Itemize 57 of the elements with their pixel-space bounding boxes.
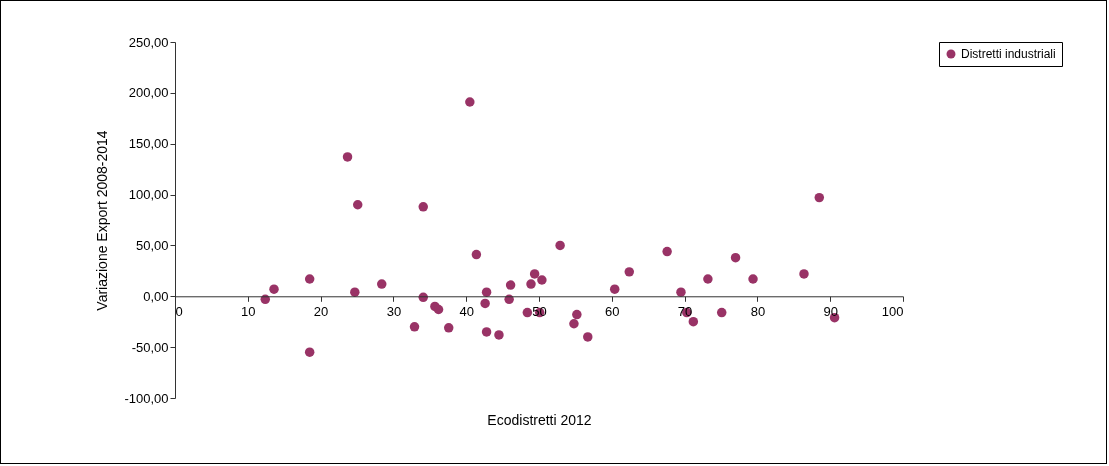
point (676, 287, 686, 297)
y-tick-label: 150,00 (128, 136, 169, 152)
point (471, 249, 482, 260)
point (526, 279, 536, 289)
y-tick-label: 200,00 (128, 85, 169, 101)
point (465, 97, 475, 107)
point (481, 327, 492, 337)
x-tick-label: 60 (605, 303, 620, 319)
x-tick-label: 80 (750, 303, 766, 319)
point (494, 330, 504, 340)
point (481, 287, 492, 297)
point (814, 192, 825, 203)
point (409, 322, 420, 332)
point (609, 284, 620, 294)
point (748, 274, 758, 284)
point (352, 200, 363, 210)
y-axis-title: Variazione Export 2008-2014 (94, 130, 111, 311)
point (688, 316, 699, 327)
point (505, 280, 516, 290)
point (342, 152, 353, 162)
point (269, 284, 279, 294)
point (730, 252, 741, 263)
y-tick-label: 100,00 (128, 187, 169, 203)
point (583, 332, 593, 342)
point (480, 298, 490, 309)
y-tick-label: -100,00 (124, 390, 169, 406)
x-tick-label: 90 (823, 303, 838, 319)
x-tick-label: 20 (313, 303, 329, 319)
y-tick-label: 50,00 (135, 237, 169, 253)
point (662, 246, 672, 257)
x-axis-title: Ecodistretti 2012 (487, 411, 592, 428)
y-tick-label: -50,00 (131, 339, 169, 355)
point (537, 275, 547, 285)
point (569, 319, 579, 329)
point (350, 287, 360, 297)
point (703, 274, 713, 284)
x-tick-label: 30 (386, 303, 402, 319)
x-tick-label: 40 (459, 303, 474, 319)
point (443, 323, 454, 333)
point (799, 269, 809, 279)
point (572, 309, 582, 320)
point (529, 269, 540, 279)
x-tick-label: 100 (881, 303, 904, 319)
x-tick-label: 0 (175, 303, 183, 319)
point (304, 347, 315, 357)
x-tick-label: 10 (241, 303, 256, 319)
point (418, 202, 428, 212)
point (522, 307, 533, 318)
point (377, 279, 387, 289)
point (555, 240, 565, 251)
point (716, 307, 727, 318)
point (433, 304, 444, 315)
y-tick-label: 250,00 (128, 34, 169, 50)
point (304, 274, 315, 284)
y-tick-label: 0,00 (143, 288, 169, 304)
point (624, 267, 635, 277)
legend-label: Distretti industriali (961, 47, 1056, 61)
